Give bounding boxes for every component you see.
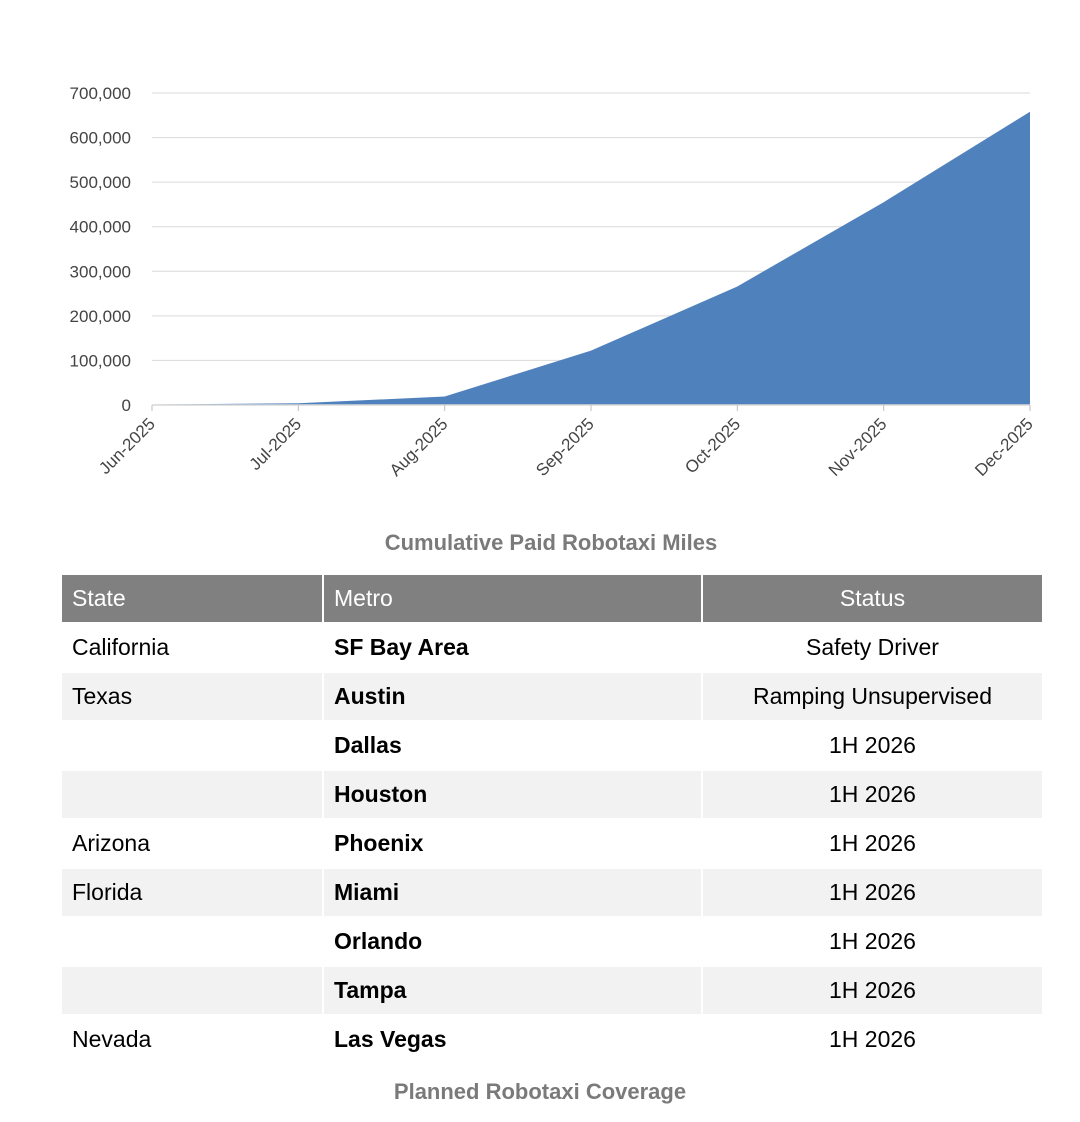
x-tick-label: Nov-2025: [825, 414, 891, 480]
table-row: California SF Bay Area Safety Driver: [62, 622, 1042, 672]
state-cell: Arizona: [62, 818, 324, 868]
x-tick-label: Sep-2025: [532, 414, 598, 480]
state-cell: [62, 916, 324, 966]
area-series: [152, 111, 1030, 405]
table-row: Nevada Las Vegas 1H 2026: [62, 1014, 1042, 1063]
y-tick-label: 200,000: [70, 307, 131, 326]
x-tick-label: Dec-2025: [971, 414, 1037, 480]
y-tick-label: 100,000: [70, 351, 131, 370]
status-cell: 1H 2026: [702, 965, 1042, 1015]
metro-cell: Phoenix: [323, 818, 703, 868]
x-tick-label: Oct-2025: [681, 414, 744, 477]
header-metro: Metro: [323, 575, 703, 623]
x-tick-marks: [151, 405, 1031, 411]
x-tick-label: Aug-2025: [386, 414, 452, 480]
metro-cell: Houston: [323, 769, 703, 819]
table-row: Arizona Phoenix 1H 2026: [62, 818, 1042, 868]
table-row: Houston 1H 2026: [62, 769, 1042, 819]
state-cell: California: [62, 622, 324, 672]
table-body: California SF Bay Area Safety Driver Texas A…: [62, 622, 1042, 1063]
table-row: Tampa 1H 2026: [62, 965, 1042, 1015]
metro-cell: Austin: [323, 671, 703, 721]
state-cell: [62, 769, 324, 819]
metro-cell: Orlando: [323, 916, 703, 966]
y-tick-label: 0: [122, 396, 131, 415]
header-state: State: [62, 575, 324, 623]
header-status: Status: [702, 575, 1042, 623]
status-cell: 1H 2026: [702, 769, 1042, 819]
status-cell: Safety Driver: [702, 622, 1042, 672]
status-cell: 1H 2026: [702, 720, 1042, 770]
status-cell: 1H 2026: [702, 1014, 1042, 1063]
state-cell: Texas: [62, 671, 324, 721]
x-tick-label: Jun-2025: [95, 414, 159, 478]
y-tick-label: 600,000: [70, 129, 131, 148]
metro-cell: Tampa: [323, 965, 703, 1015]
metro-cell: Dallas: [323, 720, 703, 770]
y-tick-label: 700,000: [70, 84, 131, 103]
gridlines: [152, 92, 1030, 361]
status-cell: 1H 2026: [702, 818, 1042, 868]
state-cell: Florida: [62, 867, 324, 917]
area-chart: 0 100,000 200,000 300,000 400,000 500,000 600,…: [70, 84, 1037, 480]
x-tick-label: Jul-2025: [246, 414, 306, 474]
y-tick-label: 300,000: [70, 262, 131, 281]
table-caption: Planned Robotaxi Coverage: [393, 1079, 687, 1104]
chart-title: Cumulative Paid Robotaxi Miles: [384, 530, 718, 555]
state-cell: Nevada: [62, 1014, 324, 1063]
state-cell: [62, 965, 324, 1015]
status-cell: Ramping Unsupervised: [702, 671, 1042, 721]
y-tick-label: 400,000: [70, 218, 131, 237]
table-row: Texas Austin Ramping Unsupervised: [62, 671, 1042, 721]
table-row: Orlando 1H 2026: [62, 916, 1042, 966]
metro-cell: Miami: [323, 867, 703, 917]
x-tick-labels: Jun-2025 Jul-2025 Aug-2025 Sep-2025 Oct-2025…: [95, 414, 1037, 480]
table-row: Florida Miami 1H 2026: [62, 867, 1042, 917]
table-header-row: State Metro Status: [62, 575, 1042, 623]
state-cell: [62, 720, 324, 770]
status-cell: 1H 2026: [702, 867, 1042, 917]
coverage-table: State Metro Status California SF Bay Area…: [62, 575, 1042, 1063]
y-tick-labels: 0 100,000 200,000 300,000 400,000 500,000 600,…: [70, 84, 131, 415]
metro-cell: SF Bay Area: [323, 622, 703, 672]
metro-cell: Las Vegas: [323, 1014, 703, 1063]
table-row: Dallas 1H 2026: [62, 720, 1042, 770]
status-cell: 1H 2026: [702, 916, 1042, 966]
y-tick-label: 500,000: [70, 173, 131, 192]
